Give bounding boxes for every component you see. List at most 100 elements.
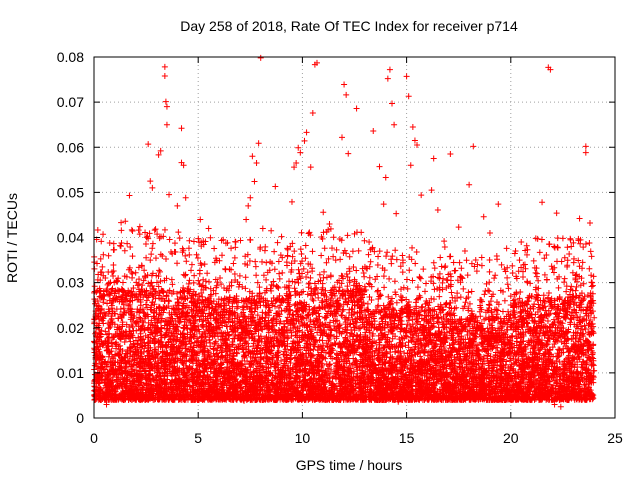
- data-point: [150, 396, 157, 403]
- data-point: [147, 306, 154, 313]
- data-point: [123, 292, 130, 299]
- data-point: [127, 347, 134, 354]
- data-point: [174, 290, 181, 297]
- data-point: [126, 298, 133, 305]
- data-point: [161, 305, 168, 312]
- data-point: [158, 356, 165, 363]
- data-point: [119, 323, 126, 330]
- data-point: [182, 295, 189, 302]
- data-point: [158, 363, 165, 370]
- data-point: [171, 360, 178, 367]
- data-point: [108, 305, 115, 312]
- data-point: [155, 350, 162, 357]
- data-point: [162, 361, 169, 368]
- data-point: [148, 353, 155, 360]
- data-point: [119, 390, 126, 397]
- data-point: [167, 384, 174, 391]
- data-point: [154, 351, 161, 358]
- data-point: [131, 312, 138, 319]
- data-point: [105, 291, 112, 298]
- data-point: [184, 310, 191, 317]
- data-point: [148, 302, 155, 309]
- data-point: [146, 375, 153, 382]
- data-point: [185, 376, 192, 383]
- data-point: [185, 316, 192, 323]
- data-point: [141, 339, 148, 346]
- data-point: [163, 361, 170, 368]
- data-point: [177, 356, 184, 363]
- data-point: [180, 308, 187, 315]
- data-point: [102, 379, 109, 386]
- data-point: [151, 354, 158, 361]
- data-point: [180, 334, 187, 341]
- data-point: [117, 346, 124, 353]
- data-point: [176, 319, 183, 326]
- data-point: [137, 330, 144, 337]
- data-point: [159, 354, 166, 361]
- data-point: [146, 356, 153, 363]
- data-point: [161, 365, 168, 372]
- data-point: [143, 393, 150, 400]
- data-point: [162, 355, 169, 362]
- data-point: [169, 387, 176, 394]
- data-point: [155, 305, 162, 312]
- data-point: [144, 304, 151, 311]
- data-point: [154, 391, 161, 398]
- data-point: [147, 344, 154, 351]
- data-point: [145, 319, 152, 326]
- data-point: [138, 353, 145, 360]
- data-point: [146, 395, 153, 402]
- data-point: [168, 317, 175, 324]
- data-point: [168, 343, 175, 350]
- data-point: [182, 345, 189, 352]
- data-point: [109, 343, 116, 350]
- data-point: [100, 299, 107, 306]
- data-point: [139, 306, 146, 313]
- data-point: [117, 335, 124, 342]
- data-point: [151, 362, 158, 369]
- data-point: [143, 376, 150, 383]
- data-point: [171, 306, 178, 313]
- data-point: [149, 299, 156, 306]
- data-point: [115, 363, 122, 370]
- data-point: [133, 327, 140, 334]
- data-point: [179, 359, 186, 366]
- data-point: [134, 371, 141, 378]
- data-point: [180, 339, 187, 346]
- data-point: [110, 295, 117, 302]
- data-point: [139, 384, 146, 391]
- data-point: [172, 348, 179, 355]
- data-point: [108, 313, 115, 320]
- data-point: [170, 288, 177, 295]
- data-point: [116, 326, 123, 333]
- data-point: [106, 330, 113, 337]
- data-point: [161, 322, 168, 329]
- data-point: [147, 378, 154, 385]
- data-point: [181, 324, 188, 331]
- data-point: [128, 371, 135, 378]
- data-point: [176, 345, 183, 352]
- data-point: [97, 331, 104, 338]
- data-point: [122, 387, 129, 394]
- data-point: [181, 370, 188, 377]
- data-point: [166, 352, 173, 359]
- data-point: [159, 349, 166, 356]
- data-point: [134, 306, 141, 313]
- data-point: [107, 318, 114, 325]
- data-point: [129, 368, 136, 375]
- data-point: [107, 364, 114, 371]
- data-point: [165, 303, 172, 310]
- data-point: [92, 300, 99, 307]
- data-point: [123, 374, 130, 381]
- data-point: [152, 358, 159, 365]
- data-point: [163, 392, 170, 399]
- data-point: [162, 332, 169, 339]
- data-point: [127, 338, 134, 345]
- data-point: [130, 382, 137, 389]
- data-point: [97, 310, 104, 317]
- data-point: [145, 327, 152, 334]
- data-point: [157, 338, 164, 345]
- data-point: [133, 370, 140, 377]
- data-point: [157, 311, 164, 318]
